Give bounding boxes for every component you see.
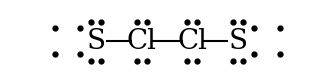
Text: Cl: Cl [127,28,157,55]
Text: Cl: Cl [177,28,207,55]
Text: S: S [87,28,106,55]
Text: S: S [228,28,247,55]
